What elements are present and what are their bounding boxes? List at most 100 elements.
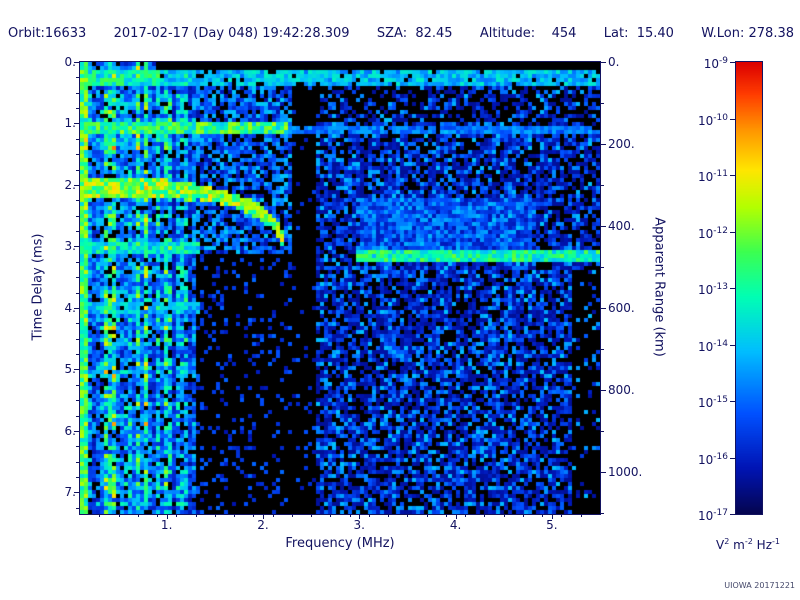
y-minor-tick — [76, 215, 79, 217]
y-major-tick — [74, 246, 79, 248]
x-minor-tick — [234, 514, 236, 517]
x-minor-tick — [445, 514, 447, 517]
x-minor-tick — [118, 514, 120, 517]
colorbar-tick — [730, 458, 735, 459]
y-minor-tick — [76, 231, 79, 233]
y-minor-tick — [76, 92, 79, 94]
range-major-tick — [601, 389, 606, 391]
y-minor-tick — [76, 400, 79, 402]
x-axis-title: Frequency (MHz) — [285, 536, 395, 551]
x-minor-tick — [503, 514, 505, 517]
y-minor-tick — [76, 354, 79, 356]
x-minor-tick — [214, 514, 216, 517]
range-tick-label: 400. — [608, 218, 635, 233]
x-tick-label: 3. — [353, 518, 365, 532]
range-tick-label: 0. — [608, 55, 620, 69]
y-minor-tick — [76, 446, 79, 448]
y-minor-tick — [76, 154, 79, 156]
x-minor-tick — [368, 514, 370, 517]
colorbar-tick — [730, 62, 735, 63]
x-minor-tick — [330, 514, 332, 517]
x-minor-tick — [388, 514, 390, 517]
x-major-tick — [262, 514, 264, 519]
x-tick-label: 2. — [257, 518, 269, 532]
datetime-value: 2017-02-17 (Day 048) 19:42:28.309 — [113, 26, 350, 41]
x-minor-tick — [311, 514, 313, 517]
y-minor-tick — [76, 77, 79, 79]
colorbar-canvas — [736, 62, 762, 514]
credit-text: UIOWA 20171221 — [724, 581, 795, 590]
orbit-value: Orbit:16633 — [8, 26, 87, 41]
x-minor-tick — [465, 514, 467, 517]
range-major-tick — [601, 143, 606, 145]
colorbar-tick-label: 10-14 — [698, 338, 728, 354]
y-minor-tick — [76, 323, 79, 325]
colorbar-tick — [730, 288, 735, 289]
x-major-tick — [359, 514, 361, 519]
x-minor-tick — [99, 514, 101, 517]
x-minor-tick — [253, 514, 255, 517]
range-minor-tick — [601, 512, 604, 514]
y-tick-label: 0. — [64, 55, 76, 69]
latitude-value: Lat: 15.40 — [603, 26, 674, 41]
header-info: Orbit:16633 2017-02-17 (Day 048) 19:42:2… — [8, 26, 794, 41]
range-minor-tick — [601, 184, 604, 186]
x-minor-tick — [349, 514, 351, 517]
x-major-tick — [455, 514, 457, 519]
y-minor-tick — [76, 200, 79, 202]
range-minor-tick — [601, 266, 604, 268]
altitude-value: Altitude: 454 — [479, 26, 577, 41]
y-minor-tick — [76, 108, 79, 110]
x-minor-tick — [580, 514, 582, 517]
colorbar-tick — [730, 119, 735, 120]
colorbar-tick-label: 10-9 — [703, 56, 728, 71]
y-minor-tick — [76, 169, 79, 171]
y-tick-label: 1. — [64, 116, 76, 131]
x-minor-tick — [272, 514, 274, 517]
ionogram-spectrogram-canvas — [80, 62, 600, 514]
y-minor-tick — [76, 338, 79, 340]
x-minor-tick — [291, 514, 293, 517]
x-tick-label: 1. — [160, 518, 173, 532]
colorbar-tick-label: 10-12 — [698, 225, 728, 241]
y-major-tick — [74, 184, 79, 186]
colorbar-tick — [730, 401, 735, 402]
colorbar-units-label: V2 m-2 Hz-1 — [716, 537, 780, 552]
colorbar-tick-label: 10-13 — [698, 282, 728, 297]
range-major-tick — [601, 225, 606, 227]
colorbar-tick — [730, 232, 735, 233]
x-minor-tick — [484, 514, 486, 517]
longitude-value: W.Lon: 278.38 — [701, 26, 794, 41]
range-tick-label: 600. — [608, 300, 635, 315]
y-major-tick — [74, 123, 79, 125]
colorbar-tick — [730, 175, 735, 176]
colorbar-tick-label: 10-17 — [698, 508, 728, 523]
x-minor-tick — [522, 514, 524, 517]
range-major-tick — [601, 62, 606, 63]
y-minor-tick — [76, 507, 79, 509]
colorbar-tick-label: 10-10 — [698, 112, 728, 128]
x-minor-tick — [426, 514, 428, 517]
x-minor-tick — [561, 514, 563, 517]
y-minor-tick — [76, 477, 79, 479]
range-major-tick — [601, 471, 606, 473]
x-minor-tick — [157, 514, 159, 517]
y-tick-label: 3. — [64, 239, 76, 254]
range-tick-label: 200. — [608, 136, 635, 151]
x-tick-label: 5. — [546, 518, 558, 532]
y-tick-label: 2. — [64, 177, 76, 192]
x-minor-tick — [195, 514, 197, 517]
y-minor-tick — [76, 277, 79, 279]
y-major-tick — [74, 430, 79, 432]
range-major-tick — [601, 307, 606, 309]
range-minor-tick — [601, 102, 604, 104]
range-tick-label: 800. — [608, 382, 635, 397]
x-minor-tick — [542, 514, 544, 517]
x-major-tick — [551, 514, 553, 519]
y-minor-tick — [76, 292, 79, 294]
colorbar-tick — [730, 345, 735, 346]
y-major-tick — [74, 62, 79, 63]
y-minor-tick — [76, 415, 79, 417]
colorbar-tick — [730, 514, 735, 515]
x-minor-tick — [407, 514, 409, 517]
